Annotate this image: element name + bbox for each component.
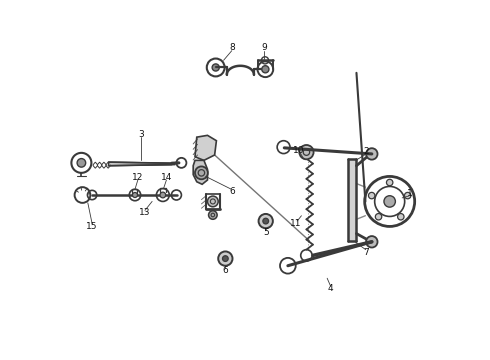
- Text: 6: 6: [222, 266, 228, 275]
- Circle shape: [366, 148, 377, 159]
- Circle shape: [262, 66, 269, 73]
- Circle shape: [132, 193, 138, 198]
- Text: 3: 3: [139, 130, 144, 139]
- Polygon shape: [193, 160, 207, 184]
- Polygon shape: [348, 158, 356, 241]
- Circle shape: [299, 145, 314, 159]
- Circle shape: [195, 166, 208, 179]
- Circle shape: [263, 218, 269, 224]
- Text: 4: 4: [328, 284, 334, 293]
- Text: 1: 1: [407, 189, 413, 198]
- Text: 6: 6: [230, 187, 235, 196]
- Circle shape: [207, 196, 218, 207]
- Circle shape: [160, 192, 166, 198]
- Circle shape: [397, 213, 404, 220]
- Circle shape: [368, 192, 375, 199]
- Circle shape: [212, 64, 220, 71]
- Text: 13: 13: [139, 208, 150, 217]
- Circle shape: [218, 251, 232, 266]
- Text: 11: 11: [290, 219, 301, 228]
- Text: 8: 8: [229, 43, 235, 52]
- Text: 5: 5: [264, 228, 270, 237]
- Text: 10: 10: [293, 146, 304, 155]
- Circle shape: [222, 256, 228, 261]
- Text: 9: 9: [261, 43, 267, 52]
- Circle shape: [259, 214, 273, 228]
- Circle shape: [209, 211, 217, 219]
- Text: 12: 12: [132, 173, 144, 182]
- Text: 15: 15: [86, 222, 98, 231]
- Circle shape: [366, 236, 377, 248]
- Polygon shape: [195, 135, 217, 160]
- Text: 2: 2: [363, 147, 368, 156]
- Circle shape: [384, 196, 395, 207]
- Text: 14: 14: [161, 173, 172, 182]
- Polygon shape: [109, 162, 175, 166]
- Text: 7: 7: [363, 248, 368, 257]
- Circle shape: [77, 158, 86, 167]
- Circle shape: [387, 179, 393, 186]
- Circle shape: [375, 213, 382, 220]
- Circle shape: [404, 192, 411, 199]
